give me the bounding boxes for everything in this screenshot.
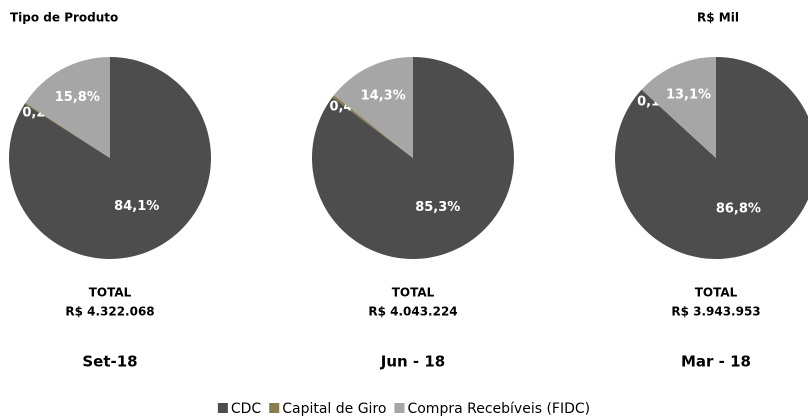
period-label: Set-18 (82, 353, 137, 371)
total-label: TOTAL (89, 286, 132, 300)
legend-swatch (394, 403, 405, 413)
pie-slice (332, 95, 413, 158)
slice-label: 14,3% (361, 89, 406, 104)
pie-slice (25, 57, 110, 158)
legend: CDC Capital de Giro Compra Recebíveis (FID… (217, 401, 590, 417)
period-label: Jun - 18 (380, 353, 445, 371)
chart-title: Tipo de Produto (10, 11, 118, 25)
slice-label: 13,1% (666, 88, 711, 103)
total-label: TOTAL (695, 286, 738, 300)
legend-swatch (269, 403, 280, 413)
slice-label: 85,3% (415, 200, 460, 215)
legend-label: CDC (231, 401, 262, 417)
period-label: Mar - 18 (681, 353, 751, 371)
pie-slice (641, 57, 716, 158)
total-label: TOTAL (392, 286, 435, 300)
total-value: R$ 4.322.068 (65, 305, 154, 319)
slice-label: 84,1% (114, 199, 159, 214)
pie-slice (333, 57, 413, 158)
total-value: R$ 3.943.953 (671, 305, 760, 319)
pie-slice (641, 89, 716, 158)
legend-label: Compra Recebíveis (FIDC) (407, 401, 590, 417)
slice-label: 86,8% (716, 201, 761, 216)
unit-label: R$ Mil (697, 11, 739, 25)
legend-label: Capital de Giro (282, 401, 386, 417)
pie-slice (615, 57, 808, 259)
slice-label: 15,8% (55, 90, 100, 105)
pie-slice (24, 102, 110, 158)
total-value: R$ 4.043.224 (368, 305, 457, 319)
legend-swatch (217, 403, 228, 413)
